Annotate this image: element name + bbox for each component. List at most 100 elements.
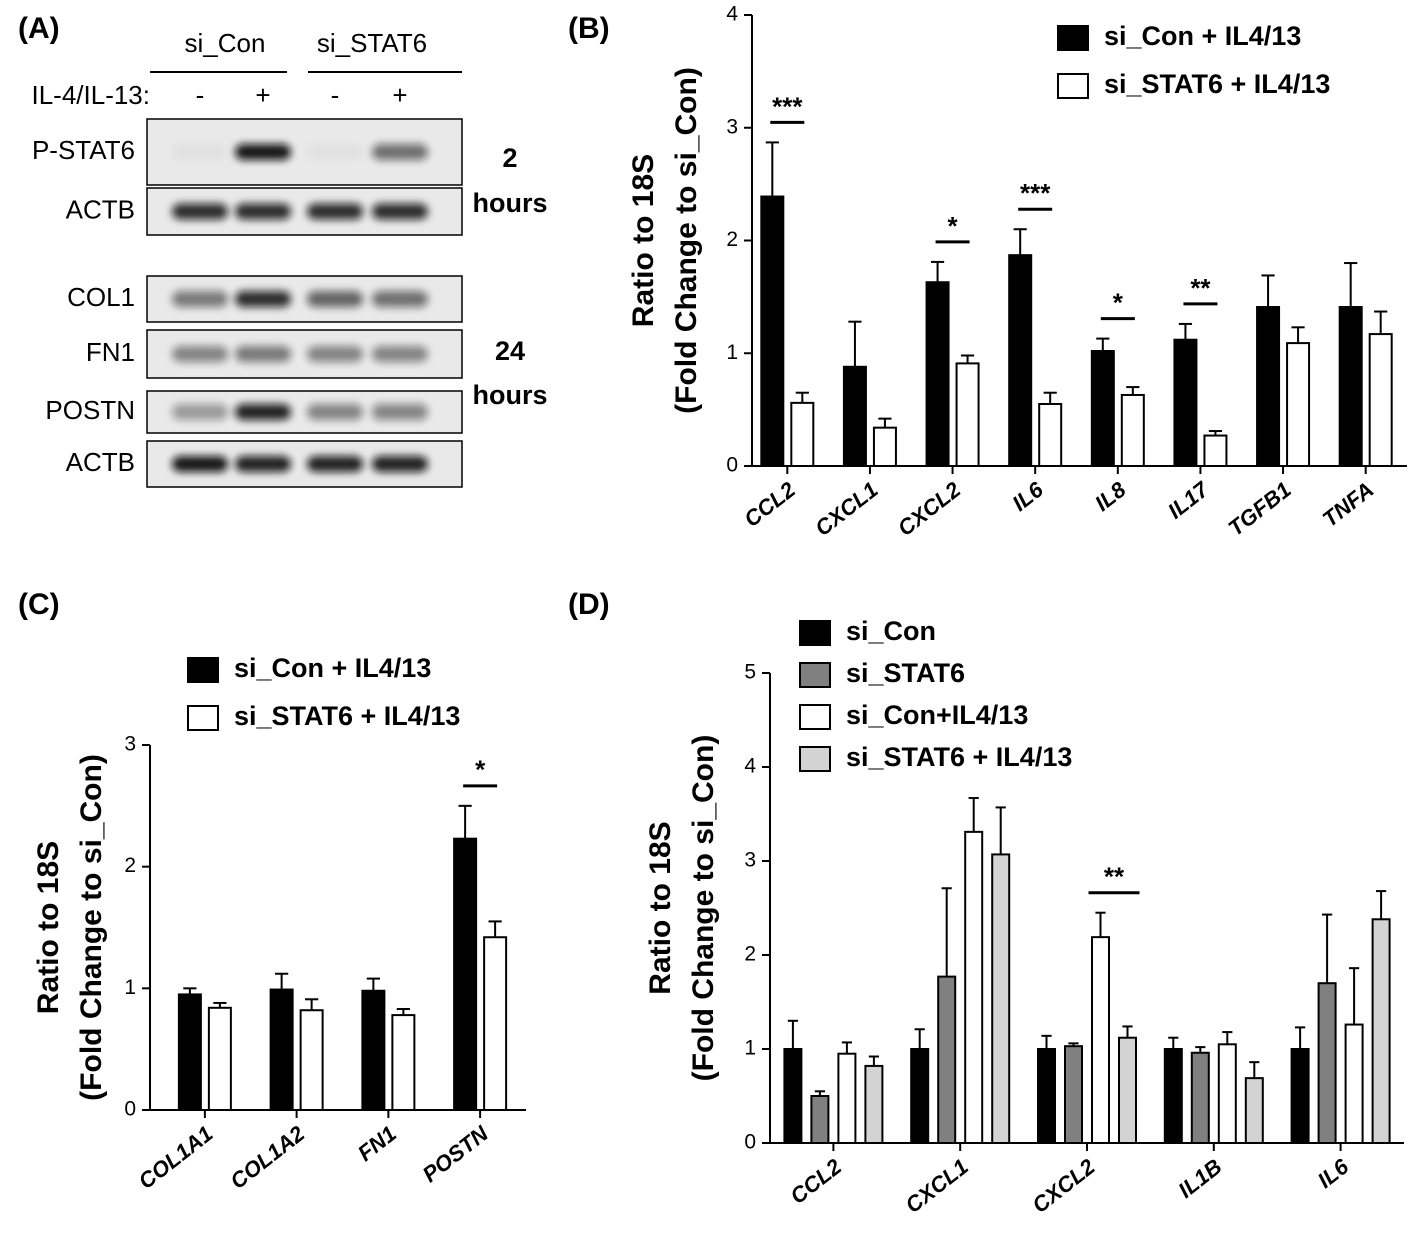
bar	[991, 853, 1011, 1144]
y-tick-label: 5	[744, 661, 756, 684]
band	[172, 291, 228, 307]
legend-label: si_STAT6	[846, 658, 965, 688]
band	[307, 144, 363, 160]
significance-label: ***	[1020, 178, 1051, 208]
band	[235, 404, 291, 420]
treatment-sign: +	[255, 80, 270, 110]
bar	[790, 401, 815, 467]
x-tick-label: CCL2	[739, 476, 800, 532]
band	[172, 203, 228, 220]
row-label: COL1	[67, 282, 135, 312]
y-tick-label: 0	[744, 1131, 756, 1154]
legend-swatch	[1057, 73, 1089, 99]
y-tick-label: 2	[744, 943, 756, 966]
y-tick-label: 2	[124, 854, 136, 877]
y-tick-label: 4	[744, 755, 756, 778]
bar	[1338, 306, 1363, 467]
bar	[1091, 936, 1110, 1145]
y-axis-label: Ratio to 18S	[644, 821, 677, 994]
panel-label: (A)	[18, 12, 60, 45]
y-axis-label: Ratio to 18S	[32, 841, 65, 1014]
bar	[299, 1009, 324, 1112]
legend-swatch	[1057, 25, 1089, 51]
group-label: si_STAT6	[317, 28, 427, 58]
time-label: hours	[472, 188, 547, 218]
bar	[1090, 349, 1115, 467]
band	[235, 291, 291, 307]
bar	[269, 988, 294, 1111]
legend-label: si_STAT6 + IL4/13	[1104, 69, 1330, 99]
x-tick-label: IL8	[1090, 476, 1131, 516]
row-label: ACTB	[66, 194, 135, 224]
significance-label: **	[1190, 273, 1211, 303]
bar	[1203, 434, 1228, 467]
bar	[810, 1095, 830, 1144]
x-tick-label: CXCL2	[893, 476, 966, 541]
significance-label: *	[1113, 287, 1124, 317]
band	[372, 203, 428, 220]
legend-label: si_Con + IL4/13	[1104, 21, 1301, 51]
x-tick-label: IL17	[1163, 476, 1214, 524]
legend-label: si_Con + IL4/13	[234, 653, 431, 683]
band	[172, 456, 228, 472]
band	[372, 456, 428, 472]
band	[307, 203, 363, 220]
bar	[1344, 1023, 1364, 1145]
bar	[177, 993, 202, 1112]
band	[172, 404, 228, 420]
bar	[864, 1064, 884, 1145]
x-tick-label: COL1A1	[134, 1121, 218, 1194]
legend-label: si_Con	[846, 616, 936, 646]
band	[372, 144, 428, 160]
time-label: 24	[495, 336, 525, 366]
bar	[955, 362, 980, 467]
x-tick-label: POSTN	[418, 1120, 494, 1187]
band	[172, 346, 228, 362]
legend-label: si_Con+IL4/13	[846, 700, 1028, 730]
x-tick-label: TGFB1	[1223, 477, 1295, 541]
x-tick-label: CCL2	[785, 1153, 846, 1209]
significance-label: *	[475, 755, 486, 785]
y-tick-label: 1	[124, 976, 136, 999]
band	[372, 291, 428, 307]
bar	[1256, 306, 1281, 467]
bar	[964, 830, 984, 1144]
x-tick-label: CXCL1	[810, 477, 882, 541]
bar	[1371, 918, 1391, 1145]
band	[372, 404, 428, 420]
panel-label: (C)	[18, 588, 60, 621]
bar	[1163, 1048, 1183, 1144]
bar	[760, 195, 785, 467]
x-tick-label: IL1B	[1173, 1154, 1226, 1203]
row-label: FN1	[86, 337, 135, 367]
y-tick-label: 4	[726, 3, 738, 26]
panel-label: (B)	[568, 12, 610, 45]
bar	[453, 837, 478, 1112]
treatment-sign: +	[392, 80, 407, 110]
band	[307, 291, 363, 307]
bar	[1008, 254, 1033, 467]
band	[235, 346, 291, 362]
y-tick-label: 1	[744, 1037, 756, 1060]
bar	[1244, 1077, 1264, 1145]
legend-swatch	[799, 620, 831, 646]
bar	[207, 1006, 232, 1111]
bar	[910, 1048, 930, 1144]
x-tick-label: TNFA	[1318, 477, 1379, 532]
x-tick-label: IL6	[1313, 1153, 1354, 1193]
band	[235, 203, 291, 220]
bar	[391, 1014, 416, 1111]
time-label: hours	[472, 380, 547, 410]
bar	[1120, 393, 1145, 467]
significance-label: *	[948, 211, 959, 241]
legend-label: si_STAT6 + IL4/13	[234, 701, 460, 731]
treatment-sign: -	[331, 80, 340, 110]
bar	[1038, 402, 1063, 467]
bar	[1368, 333, 1393, 467]
bar	[872, 426, 897, 468]
band	[235, 456, 291, 472]
significance-label: **	[1104, 862, 1125, 892]
y-axis-label: (Fold Change to si_Con)	[687, 735, 720, 1082]
y-tick-label: 0	[726, 454, 738, 477]
band	[307, 456, 363, 472]
